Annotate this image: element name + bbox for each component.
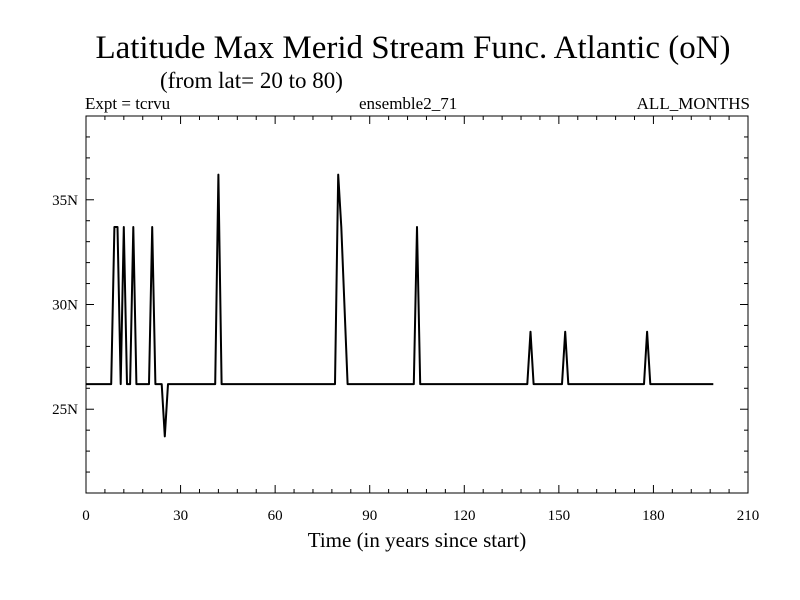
chart-subtitle: (from lat= 20 to 80)	[160, 68, 343, 93]
y-tick-label: 35N	[52, 193, 78, 209]
months-label: ALL_MONTHS	[636, 94, 750, 113]
x-tick-label: 180	[642, 508, 665, 524]
y-tick-label: 25N	[52, 402, 78, 418]
plot-frame	[85, 115, 749, 494]
ensemble-label: ensemble2_71	[359, 94, 458, 113]
axis-ticks	[85, 115, 749, 494]
x-tick-label: 60	[268, 508, 283, 524]
x-tick-label: 150	[548, 508, 571, 524]
x-tick-label: 30	[173, 508, 188, 524]
x-tick-label: 0	[82, 508, 90, 524]
chart-title: Latitude Max Merid Stream Func. Atlantic…	[95, 30, 731, 66]
series-line	[86, 173, 714, 438]
x-tick-label: 90	[362, 508, 377, 524]
x-tick-label: 210	[737, 508, 760, 524]
x-tick-label: 120	[453, 508, 476, 524]
x-axis-label: Time (in years since start)	[308, 528, 527, 552]
axis-tick-labels: 0 30 60 90 120 150 180 210 25N 30N 35N	[52, 193, 759, 524]
experiment-label: Expt = tcrvu	[85, 94, 171, 113]
y-tick-label: 30N	[52, 298, 78, 314]
series-layer	[86, 173, 714, 438]
